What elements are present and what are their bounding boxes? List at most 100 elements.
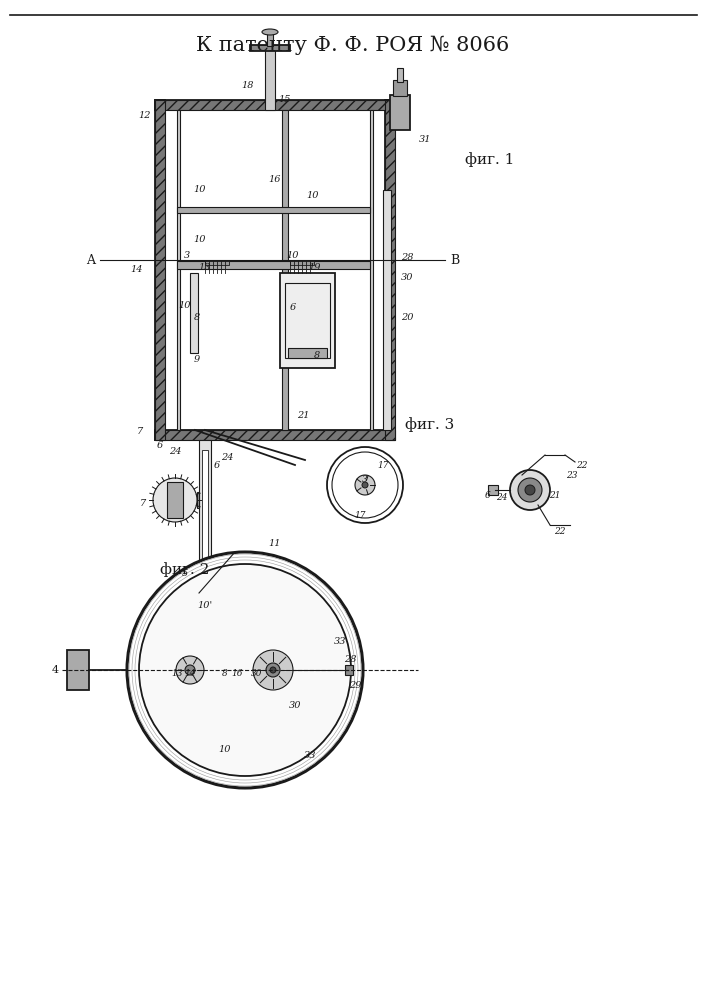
Text: 8: 8 — [194, 314, 200, 322]
Text: 14: 14 — [185, 668, 196, 678]
Circle shape — [191, 566, 219, 594]
Bar — [390, 95, 410, 130]
Text: 29: 29 — [349, 680, 361, 690]
Bar — [250, 45, 290, 51]
Text: 4: 4 — [52, 665, 59, 675]
Bar — [199, 440, 211, 565]
Text: 6: 6 — [157, 440, 163, 450]
Text: 9: 9 — [194, 356, 200, 364]
Text: 5: 5 — [182, 568, 188, 578]
Bar — [197, 492, 199, 508]
Circle shape — [327, 447, 403, 523]
Text: фиг. 3: фиг. 3 — [405, 418, 455, 432]
Text: A: A — [86, 253, 95, 266]
Bar — [288, 348, 327, 358]
Circle shape — [176, 656, 204, 684]
Text: 23: 23 — [566, 471, 578, 480]
Circle shape — [170, 495, 180, 505]
Text: 19: 19 — [309, 263, 321, 272]
Bar — [155, 100, 395, 110]
Text: 7: 7 — [137, 428, 143, 436]
Text: 10: 10 — [218, 746, 231, 754]
Bar — [155, 100, 165, 440]
Text: 20: 20 — [401, 314, 414, 322]
Text: 6: 6 — [485, 490, 491, 499]
Text: 10: 10 — [179, 300, 192, 310]
Text: 13: 13 — [171, 668, 182, 678]
Circle shape — [355, 475, 375, 495]
Circle shape — [139, 564, 351, 776]
Bar — [397, 68, 403, 82]
Text: 17: 17 — [378, 460, 389, 470]
Text: 24: 24 — [169, 448, 181, 456]
Text: 21: 21 — [297, 410, 309, 420]
Bar — [167, 482, 183, 518]
Text: 28: 28 — [344, 656, 356, 664]
Bar — [177, 110, 180, 430]
Text: К патенту Ф. Ф. РОЯ № 8066: К патенту Ф. Ф. РОЯ № 8066 — [197, 35, 510, 55]
Circle shape — [510, 470, 550, 510]
Text: 16: 16 — [231, 668, 243, 678]
Text: 3: 3 — [362, 476, 368, 485]
Text: 8: 8 — [314, 351, 320, 360]
Text: 10: 10 — [287, 250, 299, 259]
Bar — [393, 80, 407, 96]
Bar — [177, 207, 370, 213]
Circle shape — [266, 663, 280, 677]
Text: 24: 24 — [221, 454, 233, 462]
Text: 10: 10 — [307, 190, 320, 200]
Text: фиг. 2: фиг. 2 — [160, 563, 210, 577]
Circle shape — [253, 650, 293, 690]
Bar — [385, 100, 395, 440]
Bar — [385, 100, 395, 440]
Text: 22: 22 — [576, 460, 588, 470]
Bar — [280, 273, 335, 368]
Circle shape — [332, 452, 398, 518]
Text: 30: 30 — [401, 273, 414, 282]
Circle shape — [518, 478, 542, 502]
Circle shape — [270, 667, 276, 673]
Text: 14: 14 — [131, 265, 144, 274]
Text: 17: 17 — [354, 510, 366, 520]
Text: 3: 3 — [184, 250, 190, 259]
Text: 30: 30 — [288, 700, 301, 710]
Text: 8: 8 — [222, 668, 228, 678]
Text: 28: 28 — [401, 253, 414, 262]
Text: 10: 10 — [194, 186, 206, 194]
Text: 21: 21 — [549, 490, 561, 499]
Bar — [205, 261, 229, 265]
Bar — [155, 100, 165, 440]
Bar — [267, 32, 273, 46]
Bar — [177, 261, 370, 269]
Bar — [202, 450, 208, 565]
Bar — [282, 110, 288, 430]
Circle shape — [127, 552, 363, 788]
Bar — [345, 665, 353, 675]
Circle shape — [525, 485, 535, 495]
Text: 16: 16 — [269, 176, 281, 184]
Text: 33: 33 — [334, 638, 346, 647]
Text: 10': 10' — [197, 600, 213, 609]
Bar — [383, 190, 391, 430]
Text: 7: 7 — [140, 498, 146, 508]
Bar — [155, 430, 395, 440]
Bar — [285, 283, 330, 358]
Text: 22: 22 — [554, 528, 566, 536]
Text: 10: 10 — [194, 235, 206, 244]
Bar — [190, 273, 198, 353]
Bar — [67, 650, 89, 690]
Text: 31: 31 — [419, 135, 431, 144]
Text: 6: 6 — [214, 460, 220, 470]
Text: 12: 12 — [139, 110, 151, 119]
Bar — [265, 50, 275, 110]
Circle shape — [362, 482, 368, 488]
Bar — [155, 430, 395, 440]
Circle shape — [185, 665, 195, 675]
Bar — [290, 261, 314, 265]
Text: 24: 24 — [496, 493, 508, 502]
Text: 6: 6 — [290, 304, 296, 312]
Bar — [488, 485, 498, 495]
Text: 11: 11 — [269, 540, 281, 548]
Text: 18: 18 — [242, 81, 255, 90]
Circle shape — [153, 478, 197, 522]
